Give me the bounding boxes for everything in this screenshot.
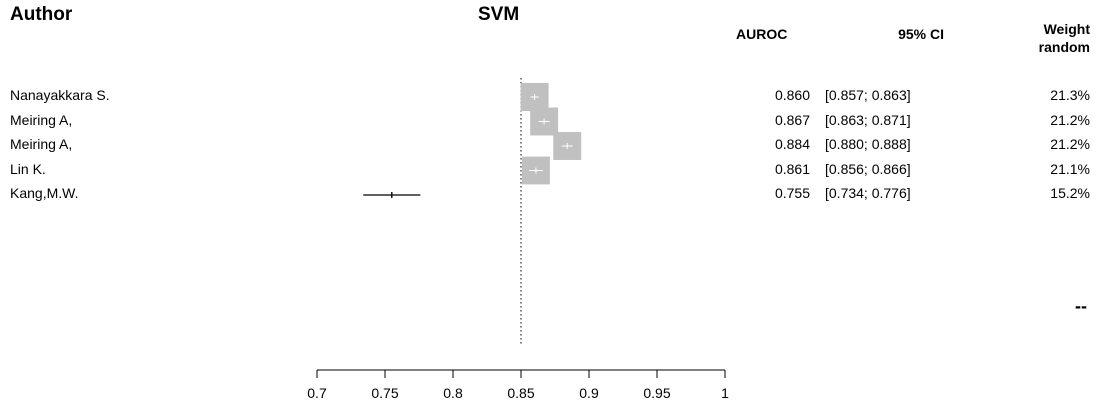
study-weight: 21.1% [1050,160,1090,177]
study-auroc: 0.884 [774,136,810,152]
study-weight: 21.3% [1050,87,1090,103]
study-ci: [0.857; 0.863] [825,87,911,103]
study-author: Kang,M.W. [10,185,79,201]
x-tick-label: 0.7 [307,385,327,401]
x-tick-label: 0.95 [643,385,670,401]
study-author: Lin K. [10,160,46,177]
weight-header-line1: Weight [1043,21,1090,37]
author-column-header: Author [10,4,73,25]
x-tick-label: 0.9 [579,385,599,401]
study-auroc: 0.860 [774,87,810,103]
study-weight: 21.2% [1050,136,1090,152]
study-auroc: 0.755 [774,185,810,201]
study-ci: [0.863; 0.871] [825,111,911,128]
x-tick-label: 0.75 [371,385,398,401]
study-row: Lin K. 0.861 [0.856; 0.866] 21.1% [0,161,1099,181]
chart-title: SVM [478,4,520,25]
study-author: Meiring A, [10,111,73,128]
study-row: Nanayakkara S. 0.860 [0.857; 0.863] 21.3% [0,87,1099,107]
study-auroc: 0.867 [774,111,810,128]
study-ci: [0.734; 0.776] [825,185,911,201]
weight-header-line2: random [1038,39,1090,55]
x-tick-label: 0.85 [507,385,534,401]
x-tick-label: 0.8 [443,385,463,401]
auroc-column-header: AUROC [736,26,788,42]
weight-column-header: Weight random [1000,20,1090,56]
study-row: Meiring A, 0.867 [0.863; 0.871] 21.2% [0,112,1099,132]
study-auroc: 0.861 [774,160,810,177]
study-row: Meiring A, 0.884 [0.880; 0.888] 21.2% [0,136,1099,156]
ci-column-header: 95% CI [898,26,944,42]
study-author: Meiring A, [10,136,73,152]
study-weight: 15.2% [1050,185,1090,201]
x-tick-label: 1 [721,385,729,401]
study-ci: [0.856; 0.866] [825,160,911,177]
study-ci: [0.880; 0.888] [825,136,911,152]
trailing-dash: -- [1075,296,1087,316]
study-weight: 21.2% [1050,111,1090,128]
study-author: Nanayakkara S. [10,87,110,103]
study-row: Kang,M.W. 0.755 [0.734; 0.776] 15.2% [0,185,1099,205]
